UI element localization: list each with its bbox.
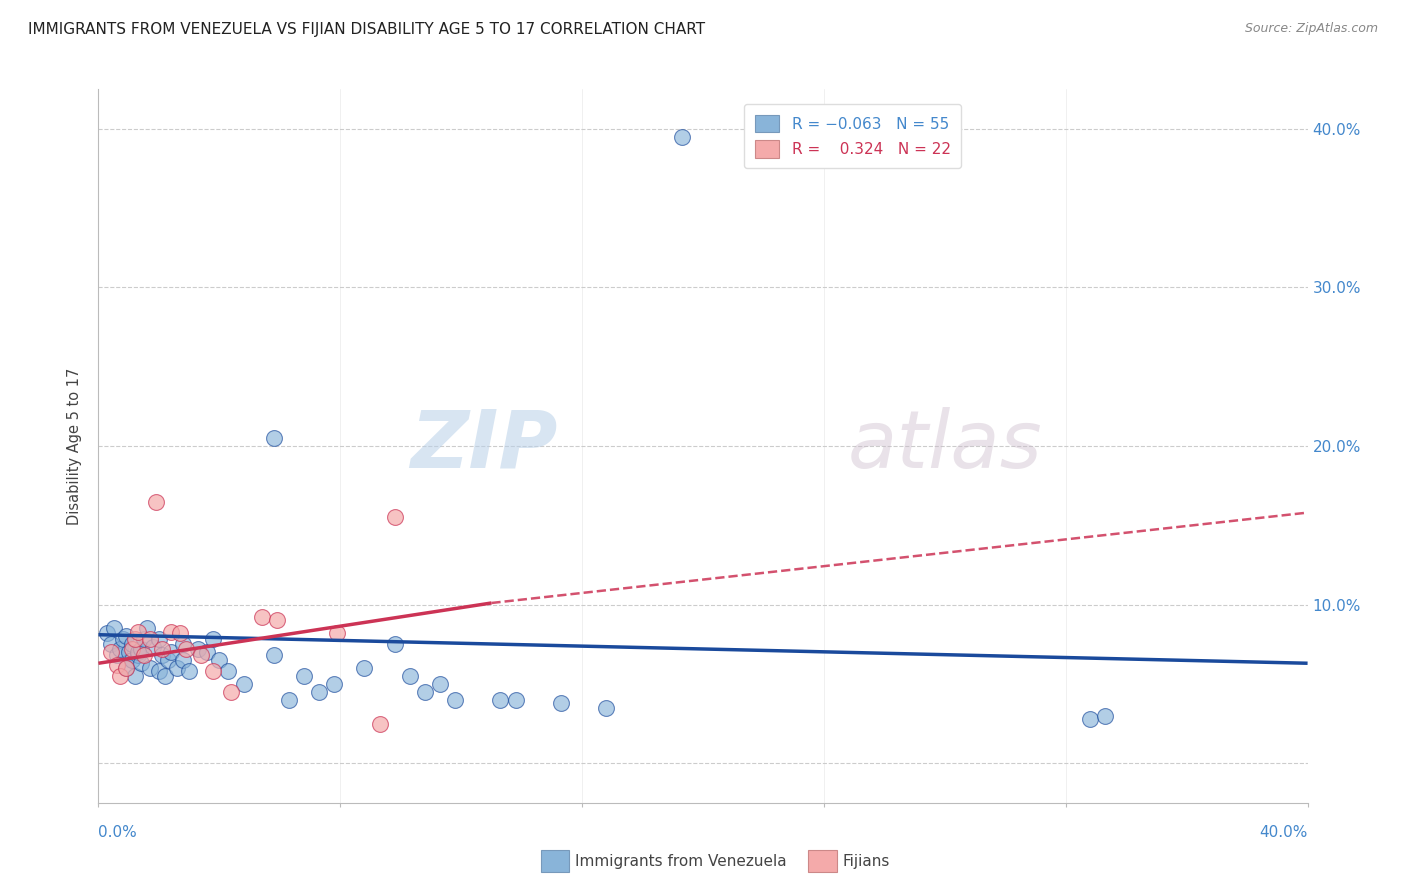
Point <box>111 632 134 647</box>
Point <box>398 669 420 683</box>
Text: Immigrants from Venezuela: Immigrants from Venezuela <box>575 855 787 869</box>
Point <box>160 624 183 639</box>
Point <box>100 645 122 659</box>
Point <box>105 648 128 663</box>
Point <box>208 653 231 667</box>
Point <box>263 431 285 445</box>
Point <box>250 610 273 624</box>
Point <box>139 661 162 675</box>
Point <box>148 632 170 647</box>
Point <box>671 129 693 144</box>
Point <box>150 642 173 657</box>
Point <box>124 632 146 647</box>
Point <box>221 685 243 699</box>
Text: ZIP: ZIP <box>411 407 558 485</box>
Point <box>263 648 285 663</box>
Point <box>114 661 136 675</box>
Point <box>132 648 155 663</box>
Point <box>202 632 225 647</box>
Point <box>187 642 209 657</box>
Text: 0.0%: 0.0% <box>98 825 138 840</box>
Point <box>595 700 617 714</box>
Point <box>368 716 391 731</box>
Point <box>129 642 152 657</box>
Point <box>413 685 436 699</box>
Point <box>172 653 194 667</box>
Point <box>202 664 225 678</box>
Point <box>190 648 212 663</box>
Point <box>103 621 125 635</box>
Point <box>145 494 167 508</box>
Point <box>166 661 188 675</box>
Point <box>142 640 165 655</box>
Point <box>444 692 467 706</box>
Point <box>127 624 149 639</box>
Point <box>129 657 152 671</box>
Point <box>108 642 131 657</box>
Point <box>135 621 157 635</box>
Point <box>323 677 346 691</box>
Point <box>153 669 176 683</box>
Point <box>121 653 143 667</box>
Point <box>96 626 118 640</box>
Point <box>326 626 349 640</box>
Point <box>139 632 162 647</box>
Point <box>160 645 183 659</box>
Point <box>114 661 136 675</box>
Point <box>505 692 527 706</box>
Point <box>150 648 173 663</box>
Point <box>108 669 131 683</box>
Point <box>114 629 136 643</box>
Legend: R = −0.063   N = 55, R =    0.324   N = 22: R = −0.063 N = 55, R = 0.324 N = 22 <box>744 104 962 169</box>
Text: atlas: atlas <box>848 407 1043 485</box>
Point <box>100 637 122 651</box>
Point <box>148 664 170 678</box>
Point <box>156 653 179 667</box>
Text: IMMIGRANTS FROM VENEZUELA VS FIJIAN DISABILITY AGE 5 TO 17 CORRELATION CHART: IMMIGRANTS FROM VENEZUELA VS FIJIAN DISA… <box>28 22 706 37</box>
Point <box>1078 712 1101 726</box>
Point <box>232 677 254 691</box>
Text: 40.0%: 40.0% <box>1260 825 1308 840</box>
Point <box>172 637 194 651</box>
Point <box>118 645 141 659</box>
Point <box>266 614 288 628</box>
Point <box>384 637 406 651</box>
Point <box>121 637 143 651</box>
Point <box>174 642 197 657</box>
Point <box>127 645 149 659</box>
Point <box>124 669 146 683</box>
Y-axis label: Disability Age 5 to 17: Disability Age 5 to 17 <box>67 368 83 524</box>
Point <box>353 661 375 675</box>
Point <box>177 664 201 678</box>
Text: Source: ZipAtlas.com: Source: ZipAtlas.com <box>1244 22 1378 36</box>
Point <box>429 677 451 691</box>
Point <box>195 645 218 659</box>
Point <box>132 632 155 647</box>
Point <box>384 510 406 524</box>
Point <box>489 692 512 706</box>
Point <box>217 664 239 678</box>
Text: Fijians: Fijians <box>842 855 890 869</box>
Point <box>169 626 191 640</box>
Point <box>292 669 315 683</box>
Point <box>550 696 572 710</box>
Point <box>127 648 149 663</box>
Point <box>105 657 128 672</box>
Point <box>308 685 330 699</box>
Point <box>1094 708 1116 723</box>
Point <box>277 692 299 706</box>
Point <box>121 642 143 657</box>
